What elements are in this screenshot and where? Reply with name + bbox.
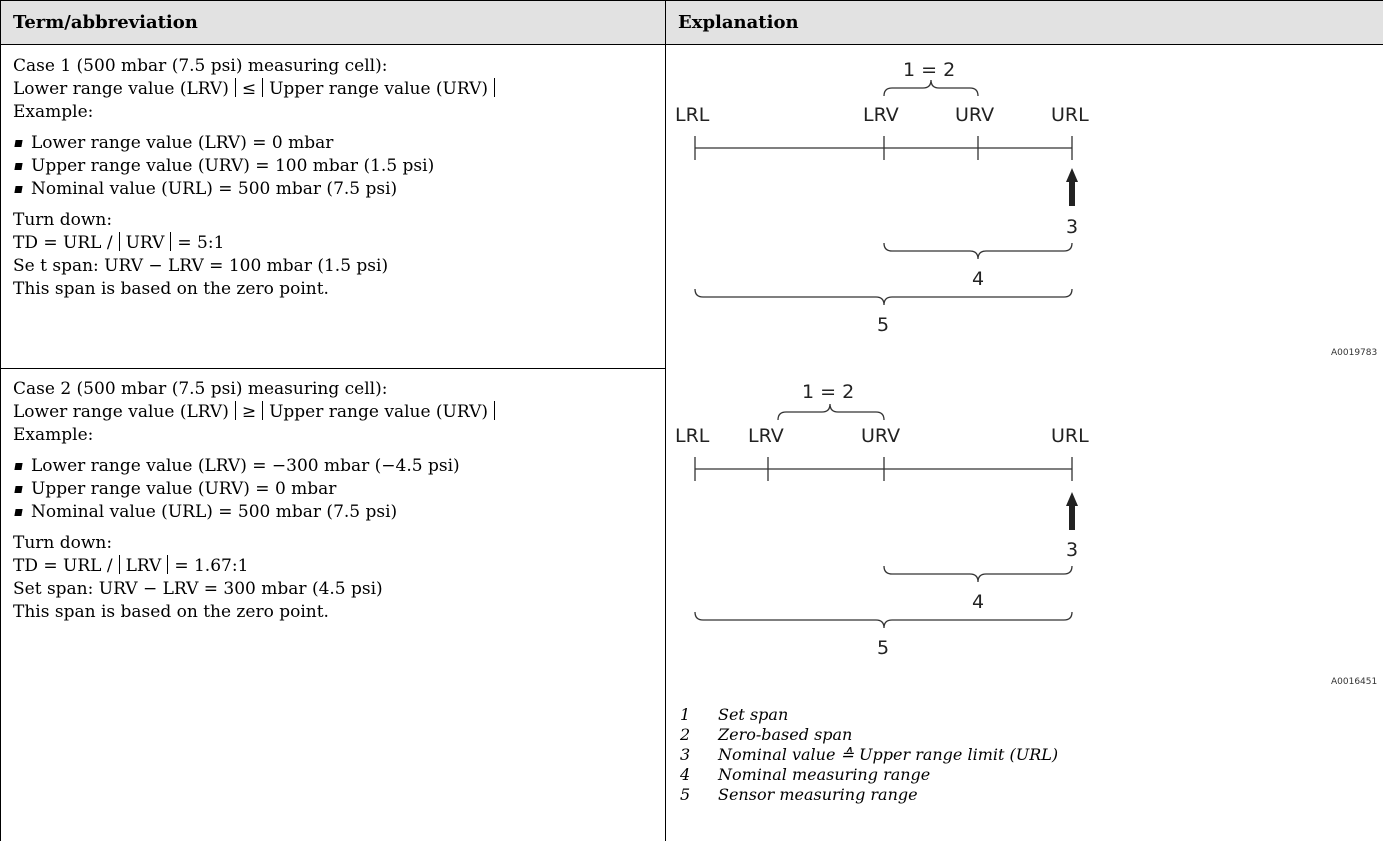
diagram2-arrow-icon [1066,492,1078,530]
case2-note: This span is based on the zero point. [13,602,329,622]
case1-note: This span is based on the zero point. [13,279,329,299]
diagram1-range: LRL LRV URV URL 1 = 2 3 4 5 A0019783 [675,59,1377,358]
diagram1-brace-span [883,79,979,97]
diagram1-code: A0019783 [1331,348,1377,358]
list-item: Nominal value (URL) = 500 mbar (7.5 psi) [13,178,501,201]
case2-comp-right: Upper range value (URV) [269,402,488,422]
case2-title: Case 2 (500 mbar (7.5 psi) measuring cel… [13,379,388,399]
diagram1-brace-nominal [883,242,1073,260]
list-item: Lower range value (LRV) = −300 mbar (−4.… [13,455,501,478]
case2-comparison: Lower range value (LRV) ≥ Upper range valu… [13,401,501,424]
list-item: Nominal value (URL) = 500 mbar (7.5 psi) [13,501,501,524]
diagram1-callout-4: 4 [972,268,984,290]
diagram1-lrv: LRV [863,104,899,126]
diagram2-callout-4: 4 [972,591,984,613]
diagram2-brace-sensor [694,611,1073,629]
diagram1-urv: URV [955,104,994,126]
table-header [0,0,1383,44]
abs-bar [494,78,495,97]
abs-bar [118,555,120,574]
header-bottom-border [0,44,1383,45]
column-divider [665,0,666,841]
diagram2-lrv: LRV [748,425,784,447]
diagram2-brace-nominal [883,565,1073,583]
case1-title: Case 1 (500 mbar (7.5 psi) measuring cel… [13,56,388,76]
table-left-border [0,0,1,841]
diagram2-callout-5: 5 [877,637,889,659]
case2-example: Example: [13,425,94,445]
diagram1-callout-5: 5 [877,314,889,336]
case1-span: Se t span: URV − LRV = 100 mbar (1.5 psi… [13,256,389,276]
case1-example: Example: [13,102,94,122]
case1-td: TD = URL / URV = 5:1 [13,232,225,253]
case2-comp-op: ≥ [241,402,257,422]
abs-bar [262,78,264,97]
case1-cell: Case 1 (500 mbar (7.5 psi) measuring cel… [13,55,501,301]
diagram2-url: URL [1051,425,1089,447]
list-item: Lower range value (LRV) = 0 mbar [13,132,501,155]
abs-bar [234,401,236,420]
header-explanation: Explanation [678,12,799,33]
abs-bar [494,401,495,420]
diagram1-span-label: 1 = 2 [903,59,955,81]
diagram1-arrow-icon [1066,168,1078,206]
case2-span: Set span: URV − LRV = 300 mbar (4.5 psi) [13,579,383,599]
case2-bullets: Lower range value (LRV) = −300 mbar (−4.… [13,455,501,524]
case1-bullets: Lower range value (LRV) = 0 mbar Upper r… [13,132,501,201]
case1-comp-left: Lower range value (LRV) [13,79,229,99]
diagram2-lrl: LRL [675,425,710,447]
case1-comp-right: Upper range value (URV) [269,79,488,99]
abs-bar [118,232,120,251]
abs-bar [262,401,264,420]
diagram2-range: LRL LRV URV URL 1 = 2 3 4 5 A0016451 [675,381,1377,687]
case2-cell: Case 2 (500 mbar (7.5 psi) measuring cel… [13,378,501,624]
list-item: Upper range value (URV) = 0 mbar [13,478,501,501]
abs-bar [170,232,172,251]
diagram2-span-label: 1 = 2 [802,381,854,403]
diagram2-code: A0016451 [1331,677,1377,687]
case1-comparison: Lower range value (LRV) ≤ Upper range valu… [13,78,501,101]
abs-bar [234,78,236,97]
diagram2-callout-3: 3 [1066,539,1078,561]
diagram2-brace-span [777,403,885,421]
diagram1-brace-sensor [694,288,1073,306]
list-item: Upper range value (URV) = 100 mbar (1.5 … [13,155,501,178]
diagram1-lrl: LRL [675,104,710,126]
abs-bar [167,555,169,574]
case2-td: TD = URL / LRV = 1.67:1 [13,555,249,576]
diagram2-urv: URV [861,425,900,447]
header-term: Term/abbreviation [13,12,198,33]
table-top-border [0,0,1383,1]
row-separator [0,368,666,369]
case2-turn-down: Turn down: [13,533,113,553]
case2-comp-left: Lower range value (LRV) [13,402,229,422]
diagram1-url: URL [1051,104,1089,126]
diagram1-callout-3: 3 [1066,216,1078,238]
case1-comp-op: ≤ [241,79,257,99]
case1-turn-down: Turn down: [13,210,113,230]
